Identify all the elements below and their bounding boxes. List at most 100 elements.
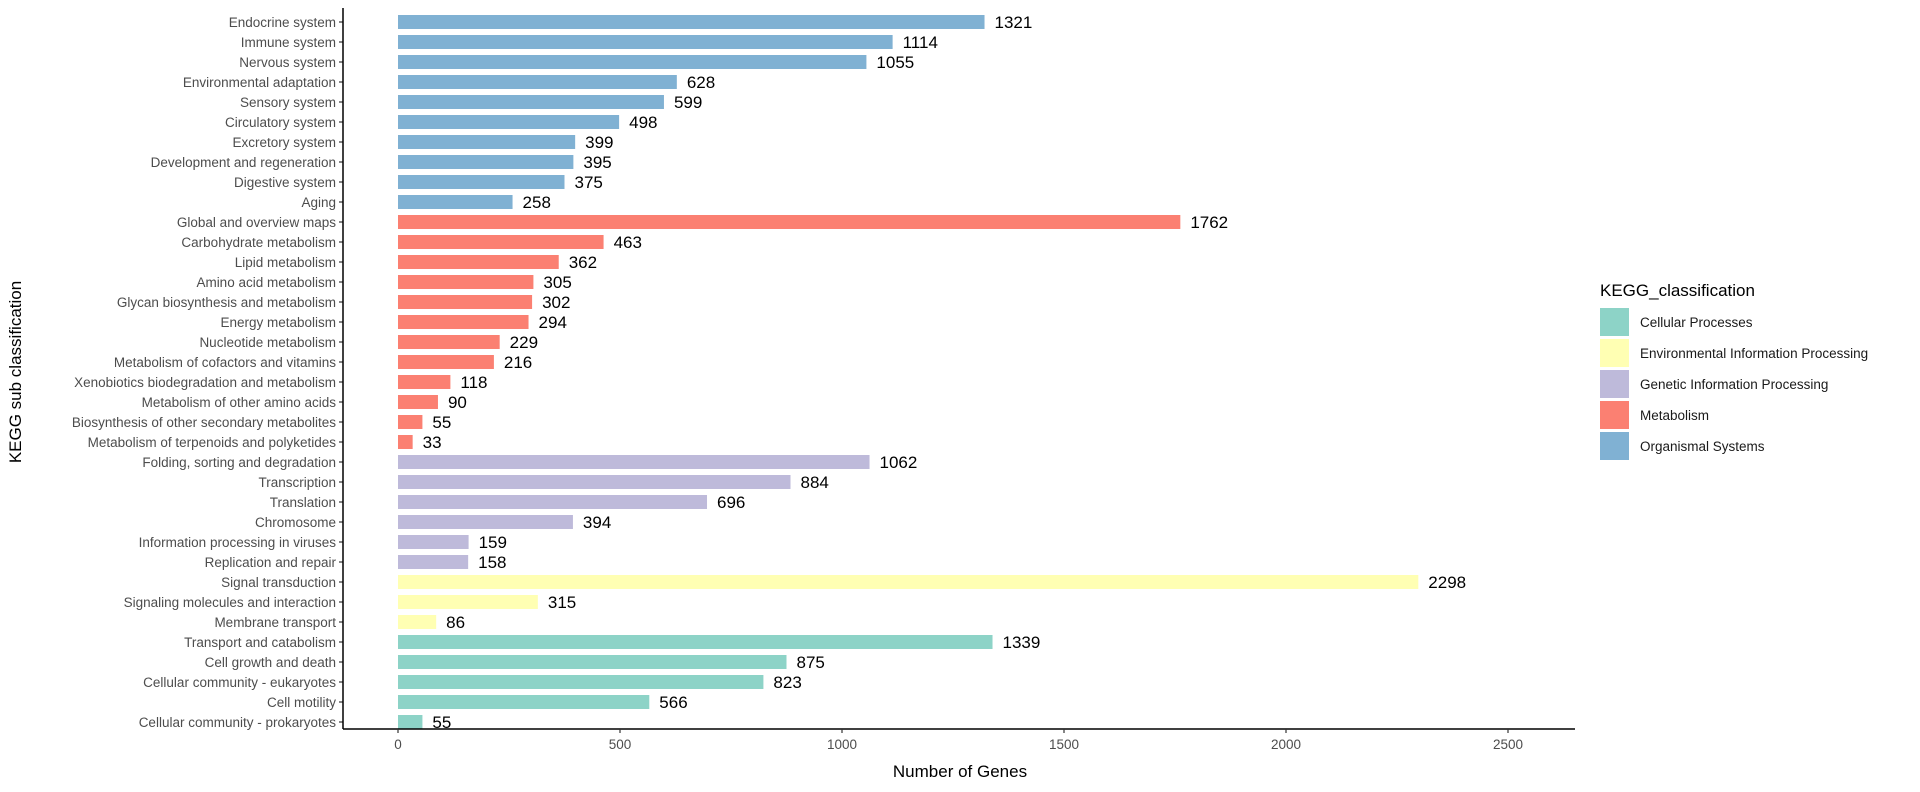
bar — [398, 455, 870, 469]
legend-label: Genetic Information Processing — [1640, 377, 1828, 392]
y-tick-label: Metabolism of cofactors and vitamins — [114, 355, 336, 370]
y-tick-label: Digestive system — [234, 175, 336, 190]
y-axis: Endocrine system Immune system Nervous sys… — [72, 8, 344, 730]
bar-value-label: 395 — [583, 153, 611, 172]
bar-value-label: 394 — [583, 513, 611, 532]
bar — [398, 595, 538, 609]
bar — [398, 155, 574, 169]
legend-key — [1600, 339, 1629, 367]
legend-title: KEGG_classification — [1600, 281, 1755, 300]
x-axis: 0 500 1000 1500 2000 2500 — [343, 728, 1575, 752]
x-tick-label: 500 — [609, 737, 632, 752]
y-tick-label: Sensory system — [240, 95, 336, 110]
y-tick-label: Global and overview maps — [177, 215, 336, 230]
bar — [398, 175, 565, 189]
y-tick-label: Cell growth and death — [205, 655, 336, 670]
bar-value-label: 86 — [446, 613, 465, 632]
bar-value-label: 498 — [629, 113, 657, 132]
legend-label: Environmental Information Processing — [1640, 346, 1868, 361]
y-tick-label: Circulatory system — [225, 115, 336, 130]
bar-value-label: 566 — [659, 693, 687, 712]
y-tick-label: Aging — [301, 195, 336, 210]
bar — [398, 235, 604, 249]
y-tick-label: Lipid metabolism — [235, 255, 336, 270]
y-tick-label: Cellular community - eukaryotes — [143, 675, 336, 690]
bar — [398, 395, 438, 409]
bar-value-label: 159 — [479, 533, 507, 552]
bar — [398, 335, 500, 349]
bar-value-label: 55 — [432, 713, 451, 732]
legend: KEGG_classification Cellular Processes En… — [1600, 281, 1868, 460]
y-tick-label: Information processing in viruses — [139, 535, 337, 550]
bar-value-label: 258 — [523, 193, 551, 212]
y-tick-label: Carbohydrate metabolism — [181, 235, 336, 250]
y-tick-label: Glycan biosynthesis and metabolism — [117, 295, 336, 310]
bar — [398, 315, 529, 329]
y-tick-label: Metabolism of terpenoids and polyketides — [88, 435, 337, 450]
bar-value-label: 302 — [542, 293, 570, 312]
bar — [398, 275, 534, 289]
x-tick-label: 1500 — [1049, 737, 1079, 752]
bar — [398, 115, 620, 129]
bar — [398, 135, 576, 149]
bar-value-label: 33 — [423, 433, 442, 452]
bar — [398, 375, 451, 389]
bar-value-label: 118 — [460, 373, 487, 392]
bar-value-label: 696 — [717, 493, 745, 512]
bar — [398, 35, 893, 49]
bar-value-label: 875 — [797, 653, 825, 672]
bar — [398, 515, 573, 529]
bar-value-label: 823 — [773, 673, 801, 692]
bar — [398, 195, 513, 209]
y-tick-label: Metabolism of other amino acids — [142, 395, 337, 410]
bar — [398, 655, 787, 669]
bar-value-label: 55 — [432, 413, 451, 432]
y-tick-label: Replication and repair — [205, 555, 337, 570]
bar — [398, 255, 559, 269]
legend-label: Cellular Processes — [1640, 315, 1753, 330]
bar-value-label: 90 — [448, 393, 467, 412]
y-tick-label: Folding, sorting and degradation — [142, 455, 336, 470]
x-tick-label: 2500 — [1493, 737, 1523, 752]
y-tick-label: Biosynthesis of other secondary metaboli… — [72, 415, 336, 430]
legend-key — [1600, 432, 1629, 460]
bar-value-label: 1114 — [903, 33, 938, 52]
y-tick-label: Transport and catabolism — [184, 635, 336, 650]
bar — [398, 715, 423, 729]
y-tick-label: Excretory system — [232, 135, 336, 150]
y-tick-label: Environmental adaptation — [183, 75, 336, 90]
y-tick-label: Amino acid metabolism — [196, 275, 336, 290]
bar — [398, 555, 469, 569]
y-tick-label: Immune system — [241, 35, 336, 50]
bar-value-label: 1339 — [1003, 633, 1041, 652]
y-tick-label: Nervous system — [239, 55, 336, 70]
x-tick-label: 2000 — [1271, 737, 1301, 752]
bar — [398, 15, 985, 29]
bar — [398, 695, 650, 709]
bar-value-label: 1055 — [876, 53, 914, 72]
y-tick-label: Xenobiotics biodegradation and metabolis… — [74, 375, 336, 390]
legend-label: Organismal Systems — [1640, 439, 1765, 454]
bar-value-label: 229 — [510, 333, 538, 352]
bar-value-label: 884 — [800, 473, 828, 492]
y-tick-label: Chromosome — [255, 515, 336, 530]
bar-value-label: 315 — [548, 593, 576, 612]
bar-value-label: 2298 — [1428, 573, 1466, 592]
bar — [398, 75, 677, 89]
legend-key — [1600, 370, 1629, 398]
y-tick-label: Cell motility — [267, 695, 336, 710]
y-axis-title: KEGG sub classification — [6, 281, 25, 463]
bar-value-label: 375 — [575, 173, 603, 192]
y-tick-label: Endocrine system — [229, 15, 336, 30]
y-tick-label: Membrane transport — [214, 615, 336, 630]
bar-value-label: 463 — [614, 233, 642, 252]
bar-value-label: 305 — [543, 273, 571, 292]
bar — [398, 355, 494, 369]
bar-value-label: 399 — [585, 133, 613, 152]
bar-value-label: 294 — [539, 313, 567, 332]
bar-value-label: 1321 — [995, 13, 1033, 32]
bar — [398, 575, 1419, 589]
y-tick-label: Translation — [270, 495, 336, 510]
bar — [398, 535, 469, 549]
